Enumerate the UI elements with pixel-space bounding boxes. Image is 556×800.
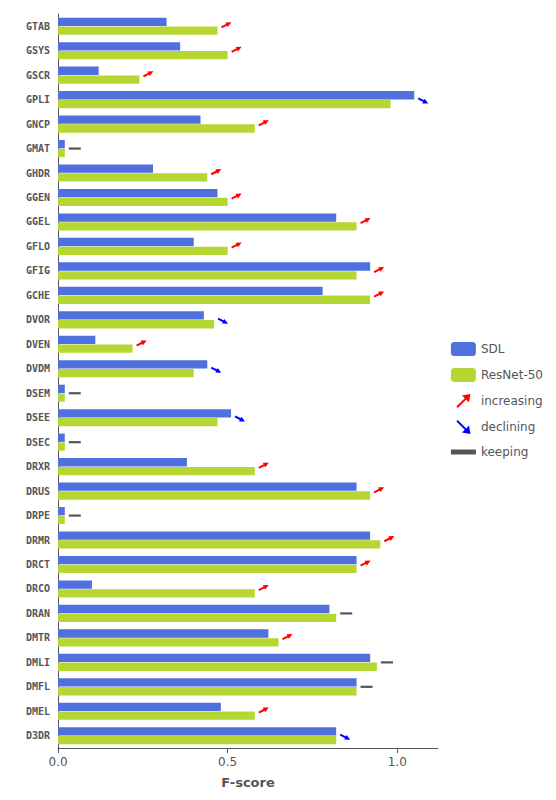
- svg-text:GTAB: GTAB: [26, 21, 50, 32]
- svg-text:ResNet-50: ResNet-50: [481, 368, 543, 382]
- svg-text:declining: declining: [481, 420, 535, 434]
- svg-text:DRMR: DRMR: [26, 535, 51, 546]
- svg-text:GNCP: GNCP: [26, 119, 50, 130]
- svg-text:GMAT: GMAT: [26, 143, 50, 154]
- svg-text:DMFL: DMFL: [26, 681, 50, 692]
- svg-text:0.5: 0.5: [218, 755, 237, 769]
- svg-text:1.0: 1.0: [388, 755, 407, 769]
- svg-text:GCHE: GCHE: [26, 290, 50, 301]
- svg-text:DMEL: DMEL: [26, 706, 50, 717]
- svg-text:GGEN: GGEN: [26, 192, 50, 203]
- svg-text:DRPE: DRPE: [26, 510, 50, 521]
- svg-text:GPLI: GPLI: [26, 94, 50, 105]
- svg-text:DRCT: DRCT: [26, 559, 50, 570]
- svg-text:GSCR: GSCR: [26, 70, 51, 81]
- svg-text:DVEN: DVEN: [26, 339, 50, 350]
- svg-text:increasing: increasing: [481, 394, 543, 408]
- svg-text:DRUS: DRUS: [26, 486, 50, 497]
- svg-text:DRXR: DRXR: [26, 461, 51, 472]
- svg-text:GHDR: GHDR: [26, 168, 51, 179]
- svg-text:DMTR: DMTR: [26, 632, 51, 643]
- svg-text:DVOR: DVOR: [26, 314, 51, 325]
- svg-text:DSEM: DSEM: [26, 388, 50, 399]
- svg-text:DRAN: DRAN: [26, 608, 50, 619]
- svg-text:D3DR: D3DR: [26, 730, 51, 741]
- svg-text:GFLO: GFLO: [26, 241, 50, 252]
- svg-text:DRCO: DRCO: [26, 583, 50, 594]
- svg-text:DSEC: DSEC: [26, 437, 50, 448]
- svg-text:F-score: F-score: [221, 775, 275, 790]
- svg-text:DVDM: DVDM: [26, 363, 50, 374]
- svg-text:GGEL: GGEL: [26, 216, 50, 227]
- svg-text:GSYS: GSYS: [26, 45, 50, 56]
- svg-text:0.0: 0.0: [48, 755, 67, 769]
- svg-text:keeping: keeping: [481, 445, 528, 459]
- svg-text:DSEE: DSEE: [26, 412, 50, 423]
- svg-text:DMLI: DMLI: [26, 657, 50, 668]
- svg-text:SDL: SDL: [481, 342, 505, 356]
- svg-text:GFIG: GFIG: [26, 265, 50, 276]
